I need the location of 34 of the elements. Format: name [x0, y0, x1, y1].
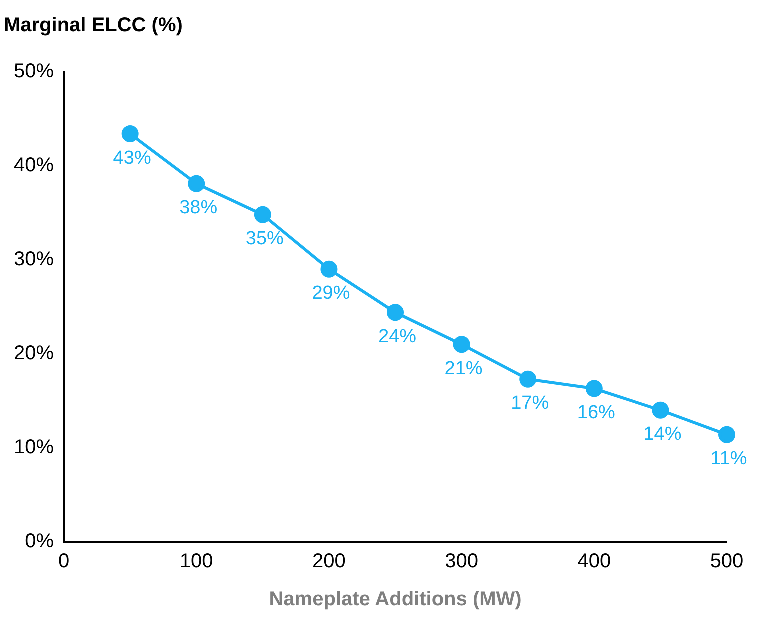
y-tick-label: 10% — [14, 436, 54, 459]
point — [254, 206, 272, 224]
x-tick-label: 400 — [578, 550, 612, 573]
y-tick-label: 20% — [14, 342, 54, 365]
data-label: 43% — [113, 148, 152, 169]
x-tick-label: 500 — [710, 550, 744, 573]
x-tick-label: 300 — [445, 550, 478, 573]
data-label: 38% — [180, 198, 218, 219]
y-tick-label: 30% — [14, 248, 54, 271]
data-label: 29% — [312, 283, 350, 304]
point — [520, 370, 537, 388]
x-tick-label: 100 — [180, 550, 214, 573]
data-label: 14% — [644, 424, 682, 446]
point — [586, 380, 603, 398]
x-axis-title: Nameplate Additions (MW) — [269, 588, 522, 611]
data-label: 17% — [511, 393, 550, 414]
point — [652, 402, 670, 419]
y-tick-label: 0% — [25, 530, 54, 553]
data-label: 24% — [378, 326, 417, 348]
data-label: 16% — [577, 402, 616, 424]
chart-title: Marginal ELCC (%) — [4, 14, 183, 37]
data-label: 21% — [444, 358, 483, 380]
point — [453, 336, 470, 354]
x-tick-label: 200 — [312, 550, 346, 573]
point — [122, 126, 139, 143]
data-label: 35% — [246, 228, 284, 250]
point — [718, 426, 736, 444]
y-tick-label: 40% — [14, 154, 54, 177]
y-tick-label: 50% — [14, 60, 54, 83]
point — [387, 304, 404, 322]
point — [320, 260, 338, 278]
data-label: 11% — [710, 448, 748, 470]
point — [188, 175, 206, 192]
x-tick-label: 0 — [58, 550, 70, 573]
